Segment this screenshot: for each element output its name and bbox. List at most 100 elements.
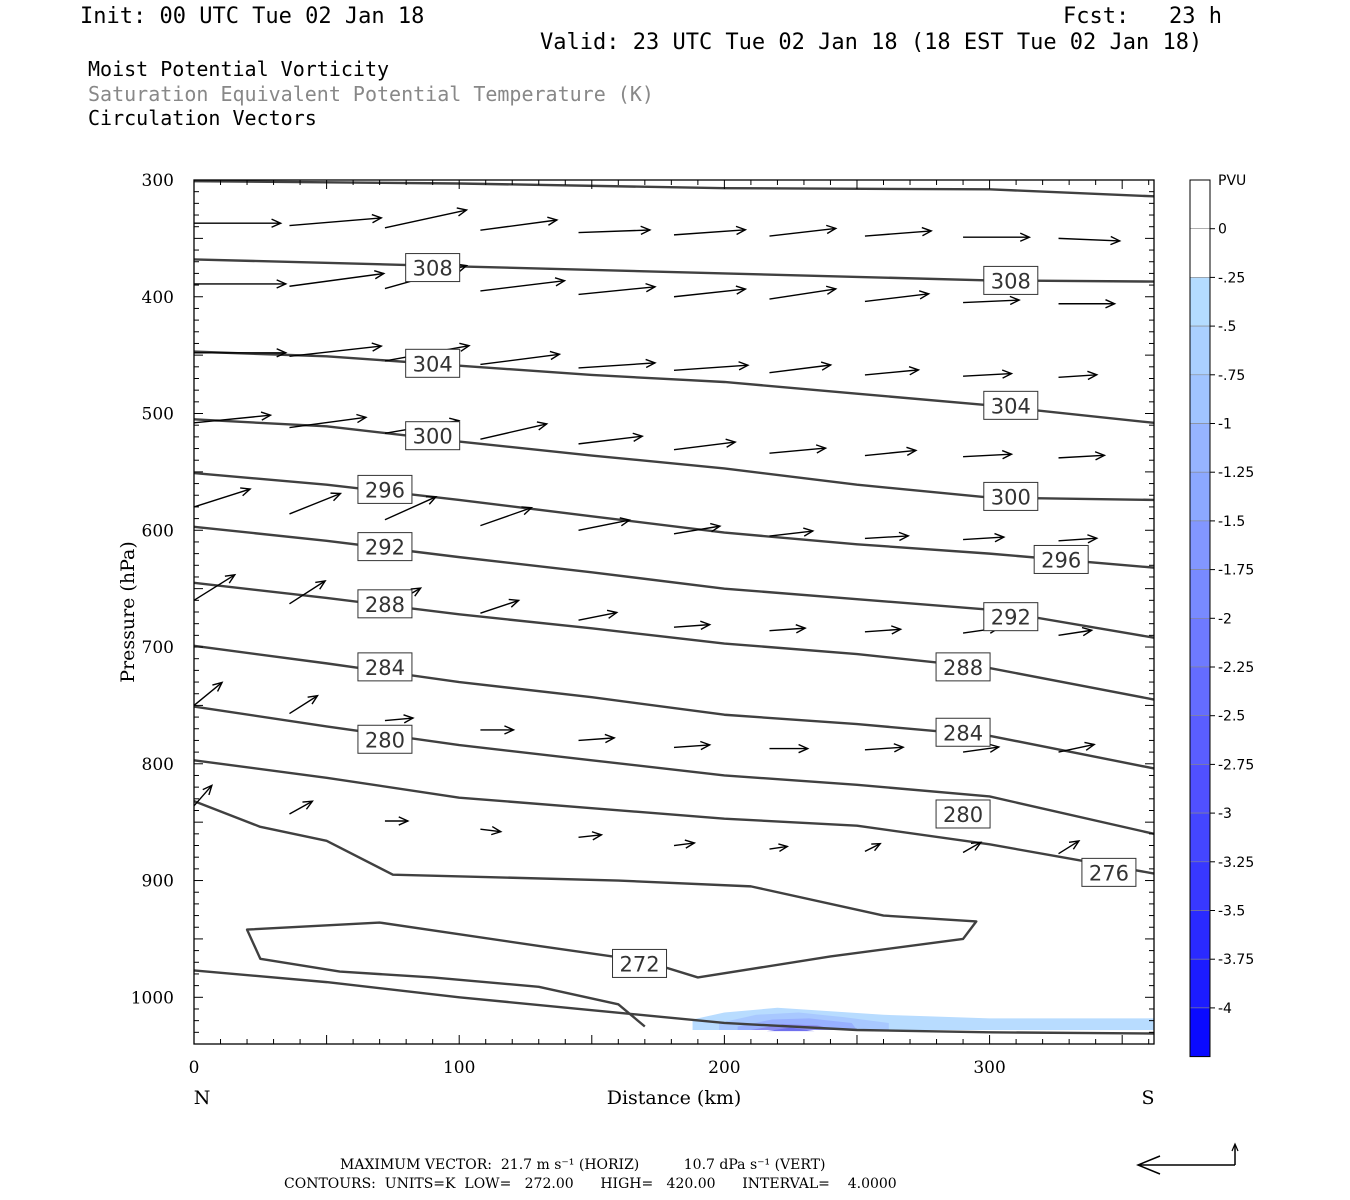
circulation-vector [769, 743, 810, 754]
y-tick-label: 600 [142, 521, 174, 541]
contour-line [193, 705, 1155, 836]
circulation-vector [864, 366, 921, 376]
colorbar-swatch [1189, 569, 1211, 619]
contour-label: 272 [612, 948, 668, 978]
circulation-vector [769, 285, 838, 300]
x-tick-label: 100 [443, 1058, 475, 1078]
circulation-vector [1058, 299, 1117, 309]
circulation-vector [962, 743, 1001, 753]
contour-line [193, 759, 1155, 875]
colorbar-label: -2.25 [1218, 660, 1254, 676]
contour-label: 288 [357, 589, 413, 619]
contour-label: 280 [357, 724, 413, 754]
colorbar-swatch [1189, 374, 1211, 424]
colorbar-label: -2 [1218, 611, 1232, 627]
circulation-vector [962, 841, 983, 854]
circulation-vector [289, 213, 383, 227]
circulation-vector [289, 800, 314, 815]
contour-label: 292 [983, 602, 1039, 632]
reference-vector-icon [1136, 1142, 1239, 1175]
circulation-vector [578, 358, 657, 369]
circulation-vector [673, 438, 737, 451]
init-time: Init: 00 UTC Tue 02 Jan 18 [80, 4, 425, 29]
contour-label: 308 [405, 253, 461, 283]
max-vector-info: MAXIMUM VECTOR: 21.7 m s⁻¹ (HORIZ) 10.7 … [340, 1157, 826, 1173]
contour-line [193, 350, 1155, 425]
contour-label: 284 [935, 717, 991, 747]
circulation-vector [480, 421, 549, 440]
contour-label: 296 [1033, 544, 1089, 574]
contour-label: 292 [357, 532, 413, 562]
x-axis-label: Distance (km) [607, 1087, 742, 1109]
svg-text:288: 288 [943, 656, 983, 680]
title-theta-es: Saturation Equivalent Potential Temperat… [88, 82, 654, 106]
colorbar-swatch [1189, 715, 1211, 765]
contour-line [193, 471, 1155, 569]
south-label: S [1141, 1087, 1154, 1109]
valid-time: Valid: 23 UTC Tue 02 Jan 18 (18 EST Tue … [540, 30, 1203, 55]
colorbar-label: -1.25 [1218, 465, 1254, 481]
svg-text:304: 304 [413, 352, 453, 376]
y-tick-label: 1000 [131, 988, 174, 1008]
contour-label: 308 [983, 265, 1039, 295]
y-tick-label: 700 [142, 638, 174, 658]
circulation-vector [193, 681, 224, 706]
circulation-vector [289, 492, 343, 515]
colorbar-label: -2.75 [1218, 757, 1254, 773]
colorbar-label: -3.25 [1218, 855, 1254, 871]
svg-text:296: 296 [1041, 548, 1081, 572]
forecast-hour: Fcst: 23 h [1063, 4, 1222, 29]
circulation-vector [864, 743, 905, 753]
colorbar-swatch [1189, 958, 1211, 1009]
circulation-vectors-layer [193, 207, 1122, 855]
circulation-vector [769, 224, 838, 237]
circulation-vector [289, 579, 327, 605]
contour-label: 304 [983, 390, 1039, 420]
circulation-vector [289, 342, 383, 357]
colorbar-label: -3.5 [1218, 904, 1245, 920]
colorbar: PVU 0 -.25 -.5 -.75 -1 -1.25 -1.5 -1.75 -2 -2.25 -2… [1189, 173, 1254, 1058]
circulation-vector [578, 225, 652, 236]
colorbar-swatch [1189, 423, 1211, 473]
circulation-vector [289, 270, 386, 287]
svg-text:292: 292 [365, 536, 405, 560]
circulation-vector [480, 725, 516, 735]
svg-text:304: 304 [991, 394, 1031, 418]
x-tick-label: 200 [708, 1058, 740, 1078]
contour-line [193, 969, 1155, 1035]
circulation-vector [769, 361, 833, 374]
circulation-vector [384, 816, 410, 826]
colorbar-swatch [1189, 277, 1211, 327]
contour-line [193, 581, 1155, 701]
circulation-vector [864, 842, 882, 852]
contour-label: 288 [935, 652, 991, 682]
svg-text:280: 280 [943, 803, 983, 827]
contour-info: CONTOURS: UNITS=K LOW= 272.00 HIGH= 420.… [284, 1176, 897, 1192]
colorbar-label: -1.75 [1218, 563, 1254, 579]
circulation-vector [864, 625, 903, 635]
circulation-vector [578, 831, 604, 841]
contour-line [193, 258, 1155, 283]
colorbar-label: -4 [1218, 1001, 1232, 1017]
colorbar-label: -.75 [1218, 368, 1245, 384]
y-tick-label: 900 [142, 872, 174, 892]
svg-text:284: 284 [365, 656, 405, 680]
contour-line [193, 179, 1155, 198]
circulation-vector [194, 348, 288, 358]
circulation-vector [673, 620, 712, 630]
y-tick-label: 800 [142, 755, 174, 775]
circulation-vector [480, 350, 562, 366]
svg-text:272: 272 [619, 952, 659, 976]
contour-line [193, 644, 1155, 770]
colorbar-swatch [1189, 666, 1211, 717]
circulation-vector [864, 446, 918, 457]
north-label: N [194, 1087, 211, 1109]
circulation-vector [864, 290, 931, 303]
colorbar-swatch [1189, 179, 1211, 230]
contour-label: 284 [357, 652, 413, 682]
circulation-vector [1058, 534, 1099, 544]
circulation-vector [480, 216, 559, 231]
title-mpv: Moist Potential Vorticity [88, 57, 390, 81]
circulation-vector [578, 432, 644, 445]
